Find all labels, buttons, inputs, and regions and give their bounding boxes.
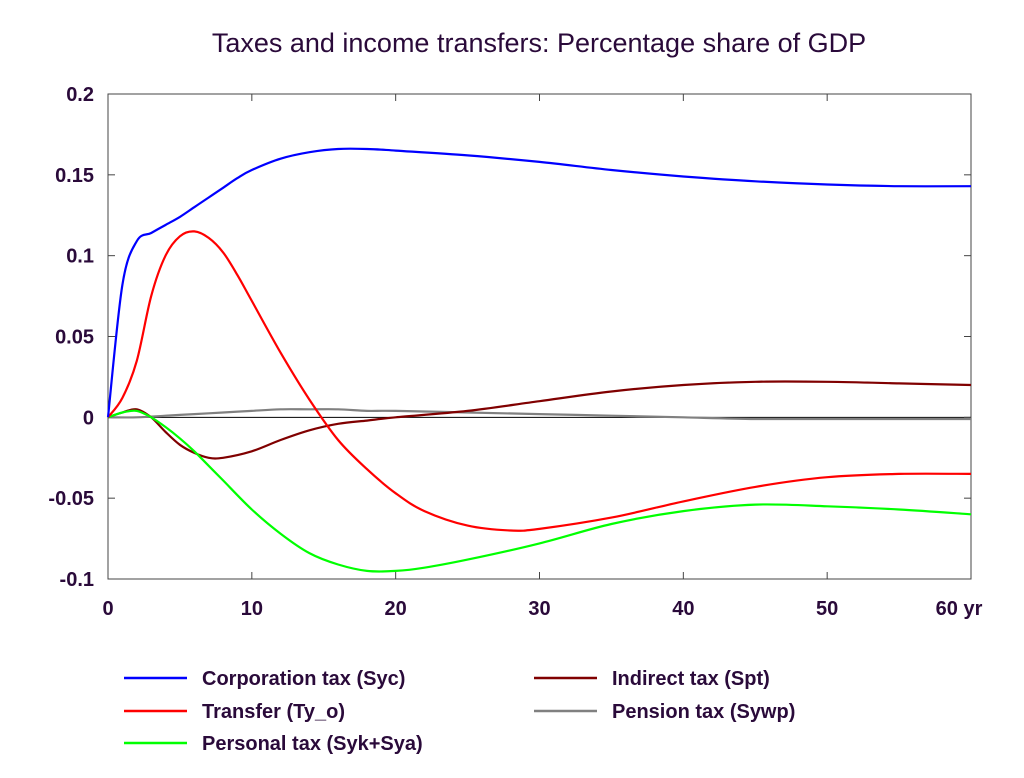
legend-label-0: Corporation tax (Syc) [202, 668, 405, 690]
x-tick-label: 0 [102, 598, 113, 620]
series-lines [106, 147, 972, 573]
y-tick-label: -0.05 [48, 488, 94, 510]
x-tick-label: 60 yr [936, 598, 983, 620]
y-tick-label: 0 [83, 407, 94, 429]
series-line-0 [106, 147, 972, 418]
legend-label-3: Indirect tax (Spt) [612, 668, 770, 690]
x-tick-label: 30 [528, 598, 550, 620]
series-line-4 [107, 408, 971, 421]
series-line-1 [107, 230, 972, 532]
x-tick-label: 50 [816, 598, 838, 620]
y-tick-label: 0.2 [66, 84, 94, 106]
x-axis: 0 10 20 30 40 50 60 yr [102, 94, 983, 620]
legend-label-1: Transfer (Ty_o) [202, 701, 345, 723]
x-tick-label: 40 [672, 598, 694, 620]
legend-label-4: Pension tax (Sywp) [612, 701, 795, 723]
series-line-2 [107, 409, 972, 573]
series-line-3 [107, 380, 972, 460]
legend-label-2: Personal tax (Syk+Sya) [202, 733, 423, 755]
y-tick-label: 0.15 [55, 165, 94, 187]
chart-title: Taxes and income transfers: Percentage s… [212, 28, 866, 58]
y-tick-label: -0.1 [60, 569, 94, 591]
legend: Corporation tax (Syc) Transfer (Ty_o) Pers… [124, 668, 795, 755]
x-tick-label: 10 [241, 598, 263, 620]
x-tick-label: 20 [385, 598, 407, 620]
y-tick-label: 0.1 [66, 246, 94, 268]
y-tick-label: 0.05 [55, 327, 94, 349]
y-axis: 0.2 0.15 0.1 0.05 0 -0.05 -0.1 [48, 84, 971, 591]
